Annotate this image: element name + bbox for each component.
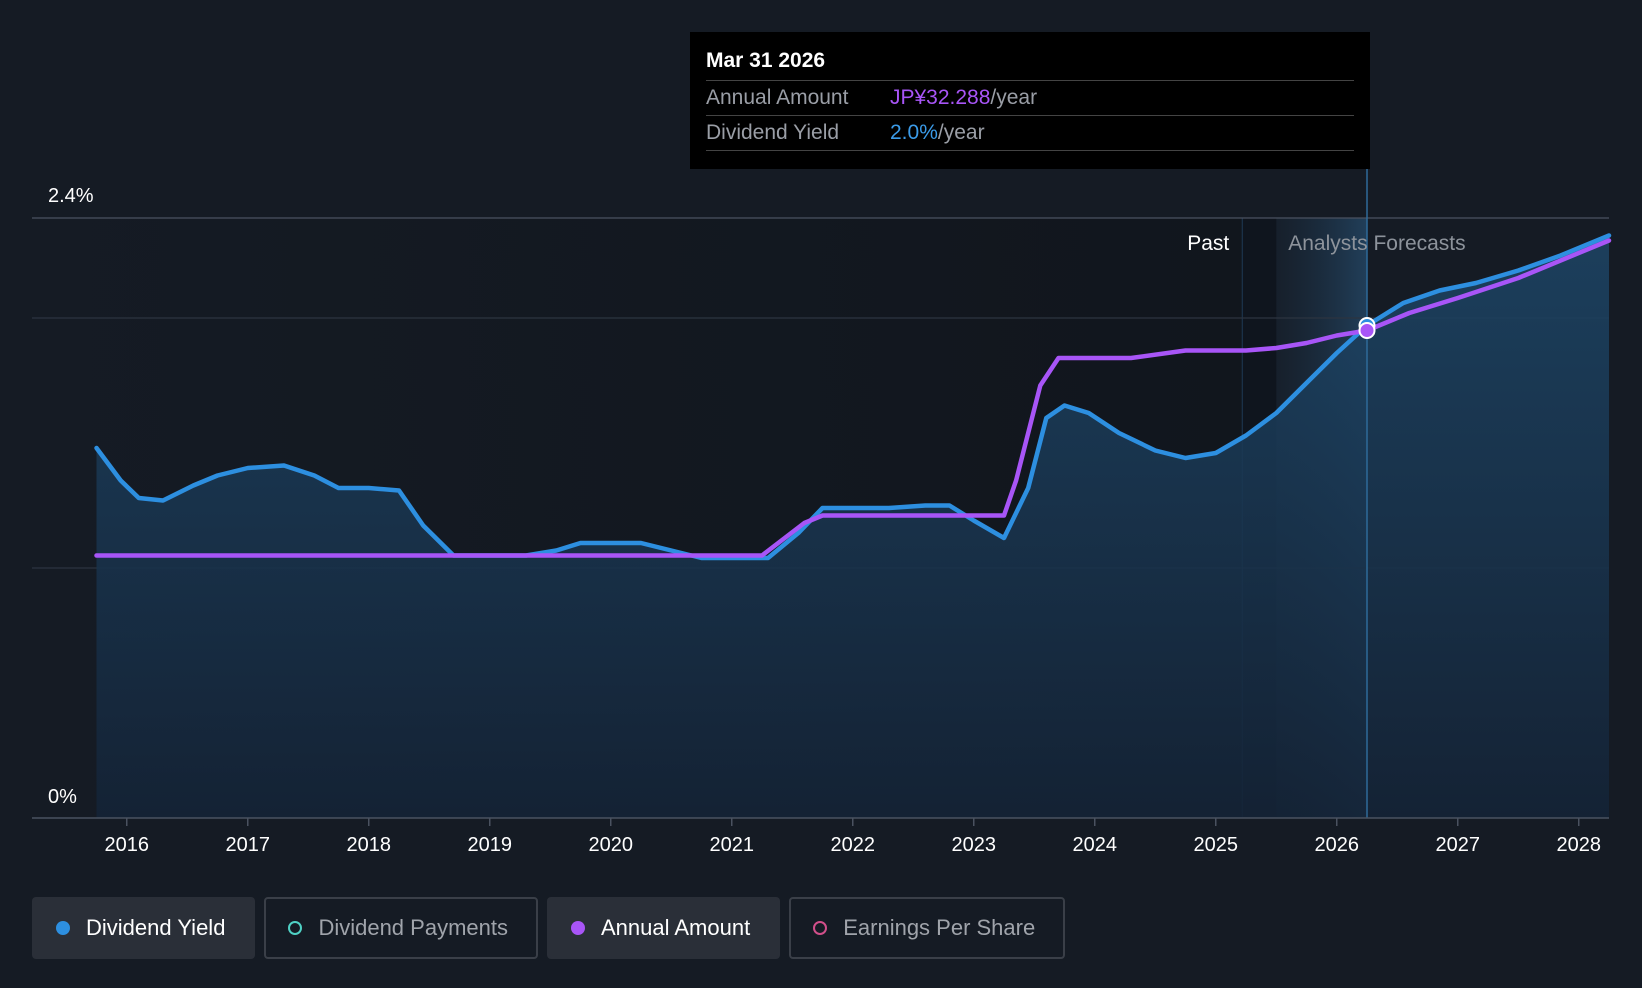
legend-dividend-payments[interactable]: Dividend Payments — [264, 897, 538, 959]
x-tick-label: 2020 — [589, 834, 634, 856]
x-tick-label: 2022 — [831, 834, 876, 856]
legend-label: Earnings Per Share — [843, 915, 1036, 940]
tooltip-value: JP¥32.288 — [890, 86, 991, 109]
legend-annual-amount[interactable]: Annual Amount — [546, 897, 781, 959]
x-tick-label: 2018 — [347, 834, 392, 856]
legend-label: Annual Amount — [600, 915, 751, 940]
y-tick-label: 2.4% — [48, 185, 94, 207]
x-tick-label: 2028 — [1557, 834, 1602, 856]
x-tick-label: 2023 — [952, 834, 997, 856]
tooltip-key: Annual Amount — [706, 86, 849, 109]
annual-amount-marker — [1358, 322, 1376, 339]
tooltip-row-dividend-yield: Dividend Yield 2.0% /year — [706, 116, 1354, 151]
tooltip-unit: /year — [990, 86, 1038, 109]
filled-dot-icon — [570, 921, 585, 935]
legend-dividend-yield[interactable]: Dividend Yield — [32, 897, 256, 959]
x-tick-label: 2027 — [1436, 834, 1481, 856]
analysts-forecasts-label: Analysts Forecasts — [1288, 232, 1465, 255]
tooltip-row-annual-amount: Annual Amount JP¥32.288 /year — [706, 81, 1354, 116]
tooltip: Mar 31 2026 Annual Amount JP¥32.288 /yea… — [690, 32, 1370, 169]
filled-dot-icon — [56, 921, 70, 935]
legend: Dividend Yield Dividend Payments Annual … — [32, 897, 1066, 959]
x-tick-label: 2024 — [1073, 834, 1118, 856]
hollow-dot-icon — [288, 921, 303, 935]
dividend-yield-line — [94, 233, 1612, 561]
tooltip-key: Dividend Yield — [706, 121, 840, 144]
legend-earnings-per-share[interactable]: Earnings Per Share — [789, 897, 1066, 959]
x-tick-label: 2016 — [105, 834, 150, 856]
tooltip-value: 2.0% — [890, 121, 938, 144]
x-tick-label: 2026 — [1315, 834, 1360, 856]
y-tick-label: 0% — [48, 786, 77, 808]
hollow-dot-icon — [813, 921, 828, 935]
legend-label: Dividend Yield — [86, 915, 226, 940]
x-tick-label: 2017 — [226, 834, 271, 856]
tooltip-date: Mar 31 2026 — [706, 46, 1354, 81]
tooltip-unit: /year — [937, 121, 985, 144]
x-tick-label: 2021 — [710, 834, 755, 856]
past-label: Past — [1187, 232, 1229, 255]
x-tick-label: 2019 — [468, 834, 513, 856]
x-tick-label: 2025 — [1194, 834, 1239, 856]
legend-label: Dividend Payments — [318, 915, 508, 940]
dividend-yield-area — [96, 235, 1609, 818]
